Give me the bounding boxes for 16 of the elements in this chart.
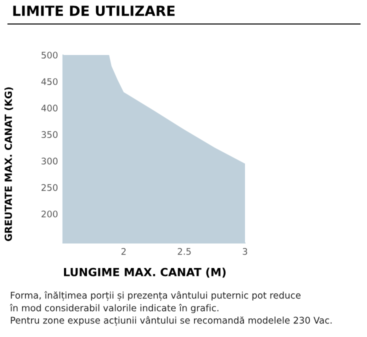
text: Forma, înălțimea porții și prezența vântului puternic pot reduce	[10, 291, 301, 301]
x-tick-label: 3	[242, 248, 248, 255]
y-tick-label: 250	[42, 184, 58, 191]
text: în mod considerabil valorile indicate în grafic.	[10, 304, 218, 314]
y-tick-label: 350	[42, 131, 58, 138]
y-tick-label: 300	[42, 158, 58, 164]
text: Pentru zone expuse acțiunii vântului se recomandă modelele 230 Vac.	[10, 316, 332, 326]
y-tick-label: 400	[41, 104, 58, 112]
x-tick-label: 2	[121, 248, 126, 255]
x-axis-title: LUNGIME MAX. CANAT (M)	[64, 268, 226, 278]
y-tick-label: 200	[42, 210, 58, 218]
y-tick-label: 450	[41, 78, 58, 86]
chart-title: LIMITE DE UTILIZARE	[13, 6, 175, 16]
y-axis-title: GREUTATE MAX. CANAT (KG)	[4, 87, 14, 242]
x-tick-label: 2.5	[178, 248, 191, 255]
y-tick-label: 500	[42, 52, 58, 59]
